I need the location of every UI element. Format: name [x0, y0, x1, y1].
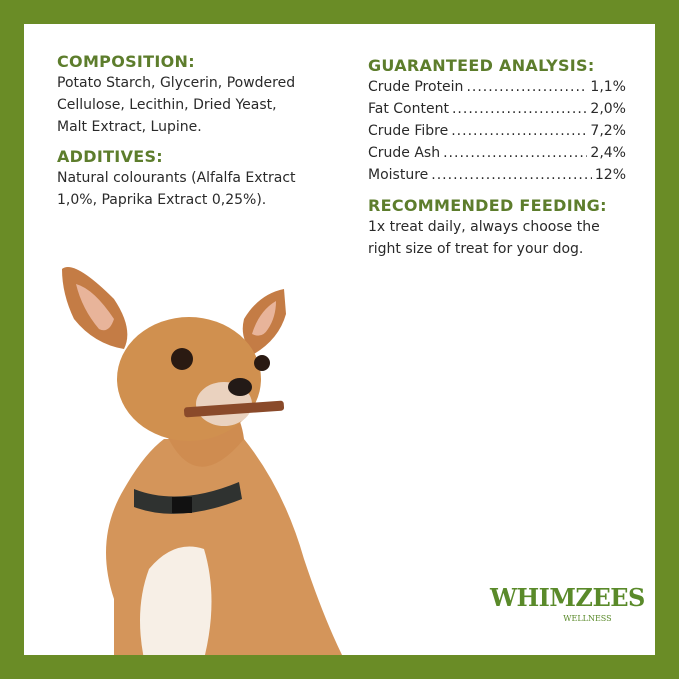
analysis-row: Crude Fibre 7,2%	[368, 120, 626, 142]
analysis-row: Moisture 12%	[368, 164, 626, 186]
analysis-heading: GUARANTEED ANALYSIS:	[368, 56, 595, 75]
row-value: 12%	[594, 167, 626, 183]
row-value: 7,2%	[590, 123, 626, 139]
row-value: 2,0%	[590, 101, 626, 117]
product-info-panel: COMPOSITION: Potato Starch, Glycerin, Po…	[24, 24, 655, 655]
additives-heading: ADDITIVES:	[57, 147, 163, 166]
row-value: 2,4%	[590, 145, 626, 161]
composition-heading: COMPOSITION:	[57, 52, 195, 71]
composition-text: Potato Starch, Glycerin, Powdered Cellul…	[57, 75, 296, 135]
row-label: Crude Ash	[368, 145, 441, 161]
row-label: Crude Fibre	[368, 123, 449, 139]
additives-text: Natural colourants (Alfalfa Extract 1,0%…	[57, 170, 296, 208]
feeding-heading: RECOMMENDED FEEDING:	[368, 196, 607, 215]
analysis-row: Crude Ash 2,4%	[368, 142, 626, 164]
chihuahua-photo	[62, 267, 343, 655]
logo-brand: WHIMZEES	[490, 583, 645, 612]
analysis-row: Crude Protein 1,1%	[368, 76, 626, 98]
analysis-column: GUARANTEED ANALYSIS: Crude Protein 1,1% F…	[368, 56, 626, 260]
whimzees-logo: WHIMZEES WELLNESS	[490, 584, 645, 624]
row-label: Fat Content	[368, 101, 449, 117]
row-label: Moisture	[368, 167, 429, 183]
row-value: 1,1%	[590, 79, 626, 95]
feeding-text: 1x treat daily, always choose the right …	[368, 219, 600, 257]
logo-sub: WELLNESS	[563, 614, 612, 623]
composition-column: COMPOSITION: Potato Starch, Glycerin, Po…	[57, 52, 327, 211]
row-label: Crude Protein	[368, 79, 464, 95]
analysis-table: Crude Protein 1,1% Fat Content 2,0% Crude …	[368, 76, 626, 186]
analysis-row: Fat Content 2,0%	[368, 98, 626, 120]
